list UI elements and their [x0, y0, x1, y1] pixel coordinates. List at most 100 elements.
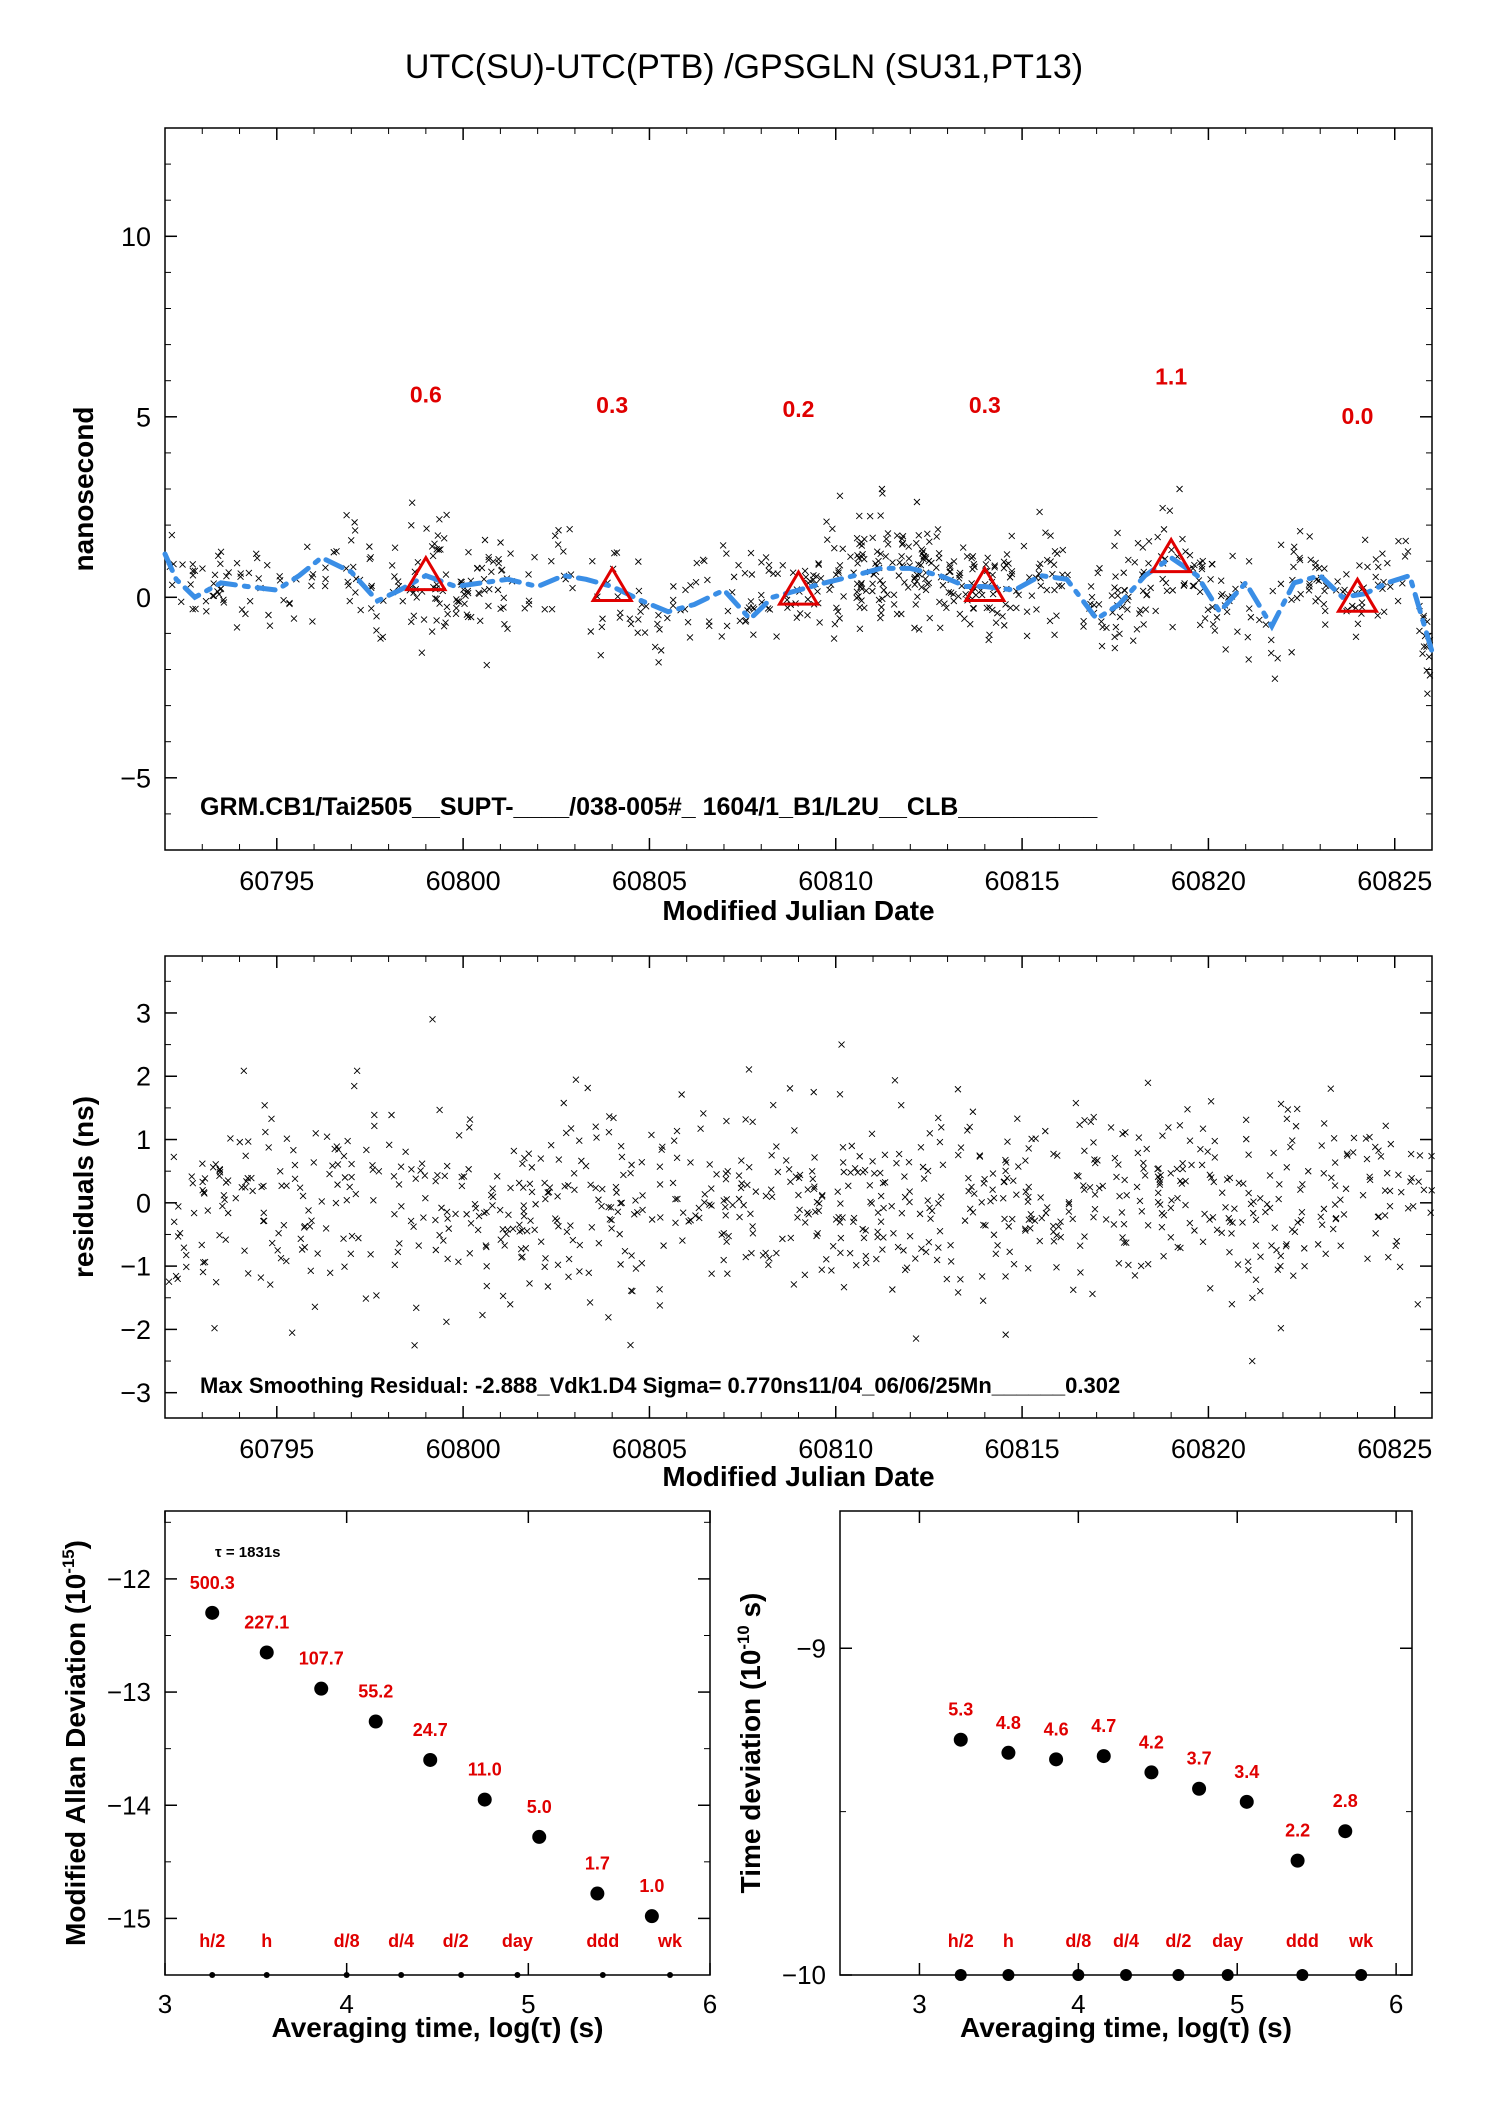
x-axis-label: Modified Julian Date [662, 895, 934, 926]
residual-point [542, 1255, 549, 1262]
data-point [912, 539, 920, 547]
y-tick-label: −10 [782, 1960, 826, 1990]
residual-point [174, 1275, 182, 1283]
residual-point [1299, 1181, 1306, 1188]
residual-point [1242, 1135, 1250, 1143]
data-point [1043, 556, 1051, 564]
residual-point [1138, 1208, 1146, 1215]
data-point [1374, 612, 1382, 619]
data-point [525, 571, 532, 578]
residual-point [1271, 1224, 1279, 1232]
y-tick-label: −12 [107, 1564, 151, 1594]
data-point [461, 600, 468, 608]
residual-point [209, 1163, 217, 1171]
data-point [1008, 568, 1016, 575]
residual-point [679, 1237, 686, 1244]
residual-point [402, 1148, 409, 1156]
data-point [1420, 643, 1428, 650]
data-point [481, 536, 489, 544]
residual-point [810, 1088, 818, 1096]
residual-point [1005, 1223, 1013, 1230]
residual-point [979, 1297, 987, 1304]
data-point [1059, 546, 1067, 554]
residual-point [532, 1200, 539, 1208]
interval-point [514, 1972, 521, 1978]
residual-point [924, 1167, 932, 1175]
residual-point [674, 1195, 681, 1203]
data-label: 5.0 [527, 1797, 552, 1817]
residual-point [541, 1179, 548, 1187]
residual-point [211, 1324, 218, 1332]
x-tick-label: 5 [1230, 1989, 1244, 2019]
x-tick-label: 60810 [798, 866, 873, 896]
residual-point [323, 1133, 331, 1141]
interval-label: day [1212, 1931, 1243, 1951]
data-point [1160, 526, 1168, 533]
residual-point [483, 1243, 490, 1251]
residual-point [792, 1173, 800, 1180]
residual-point [236, 1138, 244, 1146]
data-point [205, 1605, 220, 1620]
residual-point [742, 1253, 750, 1261]
data-point [877, 550, 884, 558]
data-point [635, 558, 642, 565]
data-point [616, 614, 624, 621]
residual-point [978, 1198, 986, 1206]
data-point [1136, 610, 1143, 617]
data-point [407, 618, 415, 626]
residual-point [966, 1205, 974, 1213]
residual-point [874, 1228, 881, 1236]
data-point [810, 572, 817, 579]
data-point [1245, 557, 1253, 565]
tau-note: τ = 1831s [215, 1544, 281, 1561]
residual-point [483, 1282, 491, 1290]
residual-point [331, 1145, 339, 1153]
data-point [349, 563, 357, 571]
data-point [747, 598, 755, 605]
residual-point [1013, 1115, 1021, 1123]
data-point [815, 561, 823, 568]
residual-point [866, 1182, 874, 1189]
data-point [730, 573, 738, 581]
residual-point [877, 1218, 885, 1225]
data-point [1307, 556, 1315, 564]
residual-point [1331, 1159, 1339, 1166]
data-point [588, 557, 596, 565]
data-point [177, 598, 185, 606]
data-point [1116, 613, 1124, 621]
residual-point [748, 1249, 755, 1257]
data-point [858, 553, 866, 561]
residual-point [296, 1184, 304, 1191]
data-point [796, 610, 804, 617]
data-point [1245, 605, 1253, 612]
residual-point [232, 1194, 240, 1202]
data-point [1247, 613, 1255, 621]
residual-point [1077, 1269, 1084, 1276]
data-point [1162, 579, 1170, 587]
residual-point [216, 1168, 224, 1176]
data-point [898, 541, 906, 548]
residual-point [1314, 1241, 1322, 1248]
residual-point [1031, 1217, 1039, 1225]
residual-point [595, 1239, 603, 1247]
residual-point [787, 1234, 795, 1242]
residual-point [989, 1186, 996, 1194]
residual-point [1154, 1173, 1162, 1181]
data-point [718, 633, 726, 640]
residual-point [288, 1329, 296, 1336]
data-point [431, 595, 439, 602]
residual-point [888, 1202, 896, 1210]
residual-point [848, 1142, 856, 1150]
data-point [233, 559, 241, 567]
data-point [507, 550, 514, 557]
residual-point [1174, 1243, 1182, 1251]
data-point [1007, 604, 1014, 612]
residual-point [627, 1287, 635, 1294]
residual-point [1270, 1149, 1277, 1157]
residual-point [1276, 1181, 1283, 1188]
residual-point [811, 1183, 818, 1191]
y-axis-label: Modified Allan Deviation (10-15) [59, 1540, 91, 1946]
residual-point [852, 1261, 860, 1269]
data-point [1306, 533, 1314, 540]
residual-point [1420, 1186, 1428, 1194]
